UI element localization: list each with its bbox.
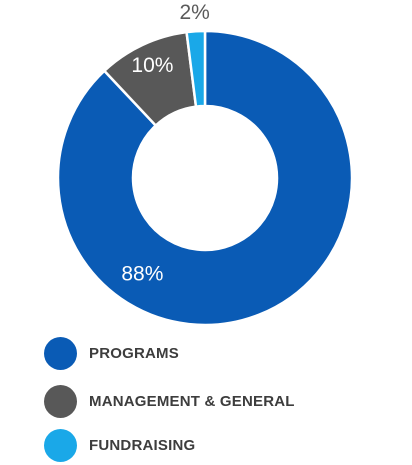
legend-swatch-programs [44, 336, 77, 370]
legend-label-programs: PROGRAMS [89, 344, 179, 362]
donut-chart-svg: 88% 10% 2% [56, 1, 354, 327]
legend-label-fundraising: FUNDRAISING [89, 436, 196, 454]
data-label-programs: 88% [121, 263, 163, 286]
legend-item-fundraising: FUNDRAISING [44, 427, 195, 463]
data-label-management-general: 10% [131, 54, 173, 77]
donut-slice-programs [56, 29, 354, 327]
donut-slice-fundraising [185, 29, 207, 108]
legend-label-management-general: MANAGEMENT & GENERAL [89, 392, 295, 410]
legend-item-management-general: MANAGEMENT & GENERAL [44, 383, 295, 419]
legend-swatch-management-general [44, 384, 77, 418]
legend-swatch-fundraising [44, 428, 77, 462]
legend-item-programs: PROGRAMS [44, 335, 179, 371]
data-label-fundraising: 2% [179, 1, 209, 24]
